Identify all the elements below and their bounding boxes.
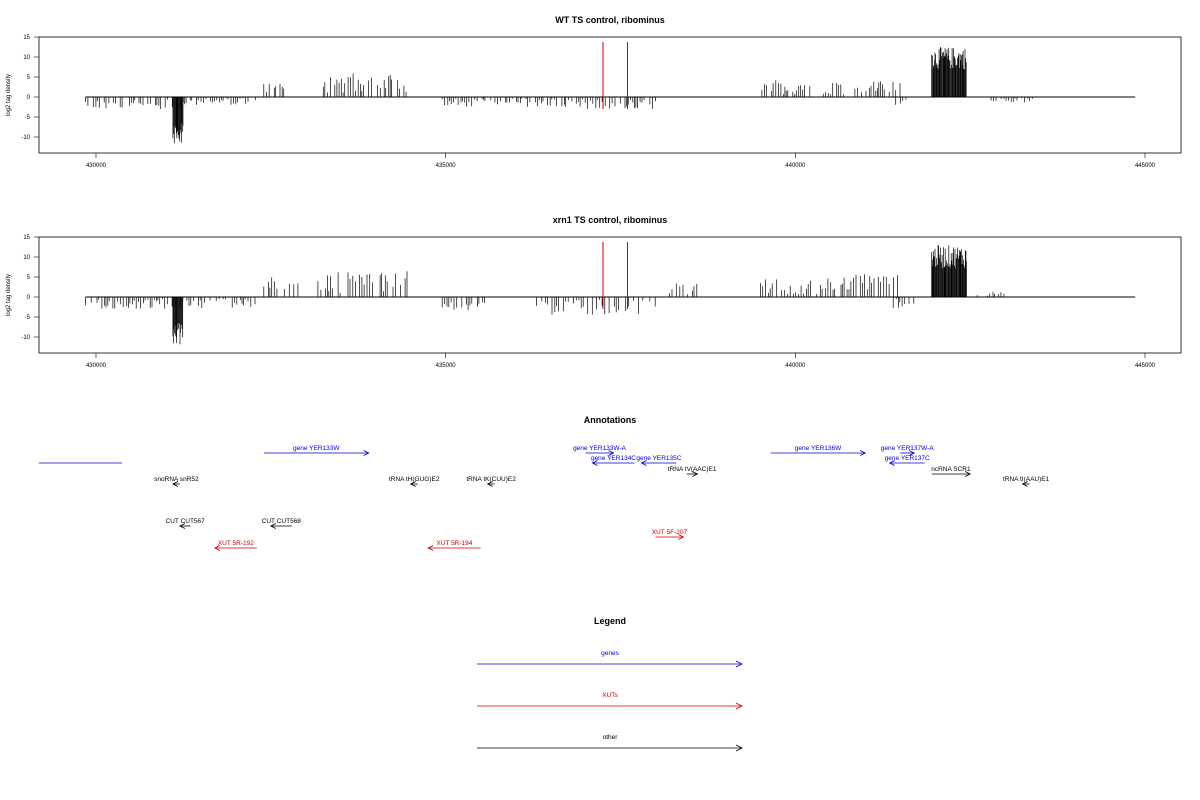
wt-x-tick-label: 430000 <box>86 163 107 169</box>
annotation-arrow-head <box>591 460 598 466</box>
annotation-label: gene YER137C <box>885 455 930 462</box>
annotation-arrow-head <box>172 481 179 487</box>
annotation-arrow-head <box>888 460 895 466</box>
xrn1-track-panel: xrn1 TS control, ribominus log2 tag dens… <box>6 215 1182 369</box>
annotations-title: Annotations <box>584 415 637 425</box>
annotation-other-feature: CUT CUT567 <box>166 518 206 529</box>
wt-y-tick-label: 0 <box>27 95 31 101</box>
wt-track-panel: WT TS control, ribominus log2 tag densit… <box>6 15 1182 169</box>
wt-x-tick-label: 440000 <box>785 163 806 169</box>
annotation-arrow-head <box>608 450 615 456</box>
annotation-arrow-head <box>692 471 699 477</box>
annotation-genes-feature: gene YER133W <box>263 445 370 456</box>
annotation-genes-feature: gene YER137W-A <box>881 445 935 456</box>
annotation-genes-feature: gene YER136W <box>770 445 867 456</box>
annotation-label: tRNA tK(CUU)E2 <box>466 476 516 483</box>
annotation-label: CUT CUT567 <box>166 518 206 525</box>
annotation-label: gene YER137W-A <box>881 445 935 452</box>
annotation-other-feature: snoRNA snR52 <box>154 476 199 487</box>
annotation-other-feature: ncRNA SCR1 <box>931 466 972 477</box>
annotation-label: tRNA tV(AAC)E1 <box>668 466 717 473</box>
xrn1-y-tick-label: 5 <box>27 275 31 281</box>
annotation-label: gene YER133W <box>293 445 340 452</box>
legend-arrow-head <box>735 702 743 710</box>
annotation-genes-feature: gene YER134C <box>591 455 636 466</box>
annotation-arrow-head <box>640 460 647 466</box>
annotation-arrow-head <box>363 450 370 456</box>
xrn1-x-tick-label: 440000 <box>785 363 806 369</box>
legend-label: XUTs <box>602 692 618 699</box>
legend-label: genes <box>601 650 619 657</box>
annotation-other-feature: tRNA tI(AAU)E1 <box>1003 476 1050 487</box>
annotation-label: snoRNA snR52 <box>154 476 199 483</box>
wt-y-tick-label: 5 <box>27 75 31 81</box>
annotation-arrow-head <box>1021 481 1028 487</box>
wt-density-bars <box>85 47 1033 144</box>
annotation-label: tRNA tH(GUG)E2 <box>389 476 440 483</box>
xrn1-y-tick-label: 0 <box>27 295 31 301</box>
annotation-other-feature: tRNA tH(GUG)E2 <box>389 476 440 487</box>
wt-y-tick-label: 15 <box>23 35 30 41</box>
legend-entry-genes: genes <box>477 650 743 668</box>
xrn1-x-tick-label: 445000 <box>1135 363 1156 369</box>
xrn1-y-tick-label: 15 <box>23 235 30 241</box>
annotation-arrow-head <box>409 481 416 487</box>
annotation-arrow-head <box>179 523 186 529</box>
wt-y-tick-label: -5 <box>25 115 31 121</box>
legend-panel: Legend genes XUTs other <box>477 616 743 752</box>
annotation-genes-feature: gene YER135C <box>636 455 682 466</box>
legend-arrow-head <box>735 744 743 752</box>
annotation-label: ncRNA SCR1 <box>931 466 971 473</box>
xrn1-y-tick-label: 10 <box>23 255 30 261</box>
legend-title: Legend <box>594 616 626 626</box>
xrn1-plot-frame <box>38 236 1182 354</box>
annotation-label: gene YER136W <box>795 445 842 452</box>
xrn1-track-title: xrn1 TS control, ribominus <box>553 215 668 225</box>
xrn1-y-axis-label: log2 tag density <box>6 274 12 316</box>
annotation-genes-feature: gene YER133W-A <box>573 445 627 456</box>
annotation-other-feature: tRNA tV(AAC)E1 <box>668 466 717 477</box>
annotation-xuts-feature: XUT 5F-207 <box>652 529 688 540</box>
legend-arrow-head <box>735 660 743 668</box>
annotation-label: tRNA tI(AAU)E1 <box>1003 476 1050 483</box>
annotation-label: CUT CUT568 <box>262 518 302 525</box>
wt-y-tick-label: 10 <box>23 55 30 61</box>
annotation-xuts-feature: XUT 5R-194 <box>427 540 481 551</box>
annotation-label: gene YER135C <box>636 455 681 462</box>
annotation-arrow-head <box>860 450 867 456</box>
xrn1-x-tick-label: 430000 <box>86 363 107 369</box>
annotation-arrow-head <box>269 523 277 529</box>
annotation-label: XUT 5R-194 <box>436 540 472 547</box>
annotation-arrow-head <box>427 545 434 551</box>
wt-track-title: WT TS control, ribominus <box>555 15 665 25</box>
xrn1-y-tick-label: -10 <box>21 335 30 341</box>
annotation-arrow-head <box>678 534 685 540</box>
wt-y-axis-label: log2 tag density <box>6 74 12 116</box>
legend-entry-xuts: XUTs <box>477 692 743 710</box>
xrn1-y-tick-label: -5 <box>25 315 31 321</box>
wt-x-tick-label: 445000 <box>1135 163 1156 169</box>
wt-y-tick-label: -10 <box>21 135 30 141</box>
annotation-label: XUT 5R-192 <box>218 540 254 547</box>
annotation-arrow-head <box>964 471 972 477</box>
annotation-genes-feature: gene YER137C <box>885 455 930 466</box>
annotations-panel: Annotations gene YER133W gene YER133W-A ge… <box>39 415 1050 551</box>
xrn1-density-bars <box>85 245 1005 345</box>
annotation-label: XUT 5F-207 <box>652 529 688 536</box>
wt-plot-frame <box>38 36 1182 154</box>
annotation-label: gene YER134C <box>591 455 636 462</box>
wt-x-tick-label: 435000 <box>436 163 457 169</box>
annotation-other-feature: tRNA tK(CUU)E2 <box>466 476 516 487</box>
annotation-arrow-head <box>213 545 221 551</box>
annotation-arrow-head <box>486 481 493 487</box>
annotation-arrow-head <box>909 450 916 456</box>
annotation-xuts-feature: XUT 5R-192 <box>213 540 257 551</box>
legend-entry-other: other <box>477 734 743 752</box>
xrn1-x-tick-label: 435000 <box>436 363 457 369</box>
annotation-other-feature: CUT CUT568 <box>262 518 302 529</box>
legend-label: other <box>603 734 619 741</box>
annotation-label: gene YER133W-A <box>573 445 627 452</box>
